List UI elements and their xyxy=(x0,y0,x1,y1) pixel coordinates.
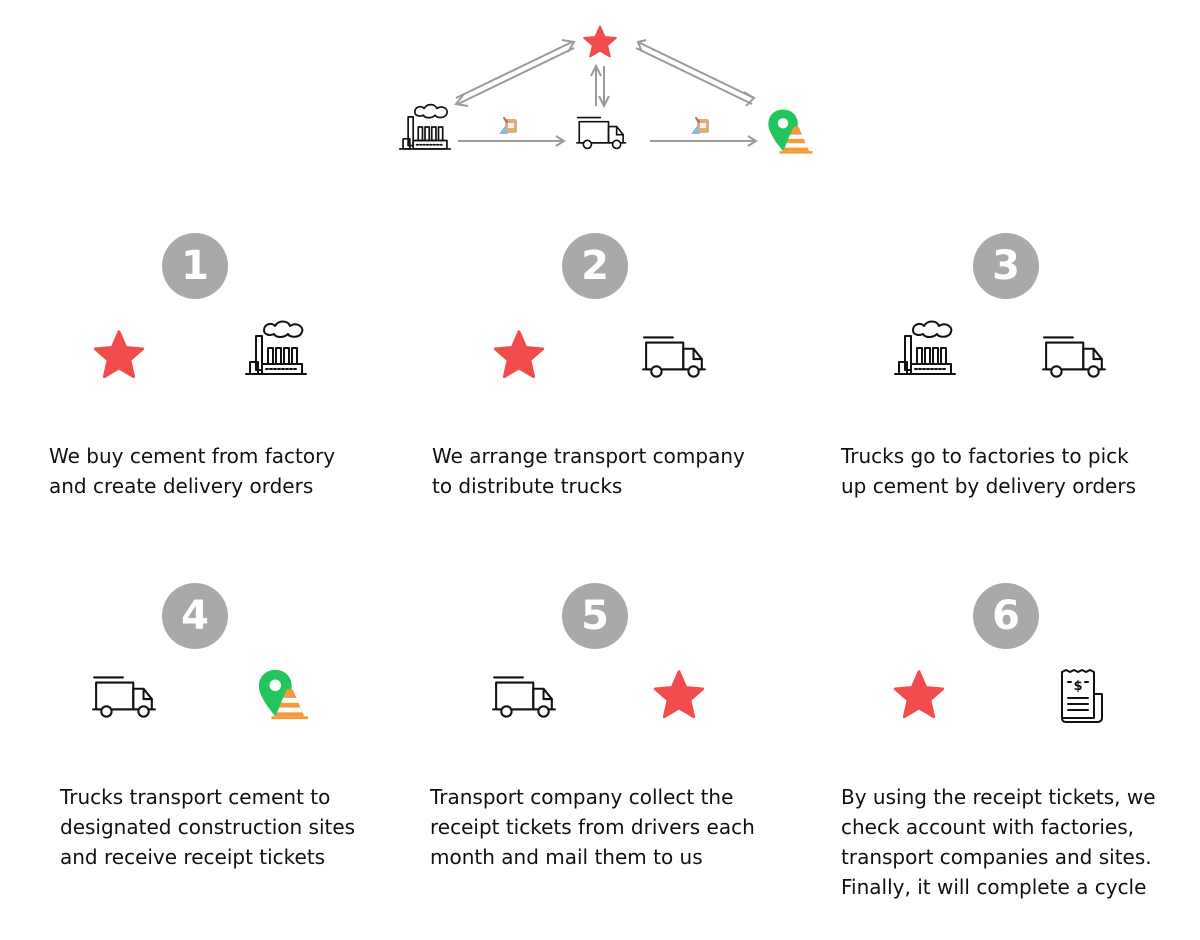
step-description: Transport company collect the receipt ti… xyxy=(430,782,755,872)
step-description: By using the receipt tickets, we check a… xyxy=(841,782,1156,902)
truck-icon xyxy=(1042,334,1108,380)
factory-icon xyxy=(244,316,308,380)
truck-icon xyxy=(642,334,708,380)
step-number-badge: 3 xyxy=(973,233,1039,299)
step-description: Trucks transport cement to designated co… xyxy=(60,782,355,872)
cycle-arrows xyxy=(454,39,758,147)
step-description-line: By using the receipt tickets, we xyxy=(841,785,1156,809)
cement-icon xyxy=(688,116,712,138)
cement-icon xyxy=(496,116,520,138)
step-description-line: receipt tickets from drivers each xyxy=(430,815,755,839)
step-number-badge: 6 xyxy=(973,583,1039,649)
receipt-icon xyxy=(1056,668,1108,724)
step-description: Trucks go to factories to pick up cement… xyxy=(841,441,1136,501)
step-description-line: month and mail them to us xyxy=(430,845,703,869)
step-description-line: check account with factories, xyxy=(841,815,1134,839)
step-description-line: We arrange transport company xyxy=(432,444,745,468)
step-number-badge: 1 xyxy=(162,233,228,299)
star-icon xyxy=(892,668,946,722)
step-description-line: transport companies and sites. xyxy=(841,845,1152,869)
step-description: We arrange transport company to distribu… xyxy=(432,441,745,501)
step-description-line: Trucks go to factories to pick xyxy=(841,444,1129,468)
step-description-line: and receive receipt tickets xyxy=(60,845,326,869)
step-description-line: up cement by delivery orders xyxy=(841,474,1136,498)
step-description-line: Finally, it will complete a cycle xyxy=(841,875,1147,899)
site-icon xyxy=(254,666,312,724)
truck-icon xyxy=(92,674,158,720)
step-description-line: to distribute trucks xyxy=(432,474,623,498)
factory-icon xyxy=(398,100,452,154)
truck-icon xyxy=(492,674,558,720)
step-number-badge: 2 xyxy=(562,233,628,299)
truck-icon xyxy=(576,114,628,152)
star-icon xyxy=(582,24,618,60)
cycle-diagram xyxy=(380,10,840,180)
step-description-line: Transport company collect the xyxy=(430,785,734,809)
step-number-badge: 4 xyxy=(162,583,228,649)
step-description-line: and create delivery orders xyxy=(49,474,314,498)
star-icon xyxy=(492,328,546,382)
star-icon xyxy=(92,328,146,382)
step-description: We buy cement from factory and create de… xyxy=(49,441,335,501)
factory-icon xyxy=(893,316,957,380)
star-icon xyxy=(652,668,706,722)
step-description-line: Trucks transport cement to xyxy=(60,785,331,809)
step-description-line: designated construction sites xyxy=(60,815,356,839)
step-description-line: We buy cement from factory xyxy=(49,444,336,468)
step-number-badge: 5 xyxy=(562,583,628,649)
site-icon xyxy=(764,106,816,158)
